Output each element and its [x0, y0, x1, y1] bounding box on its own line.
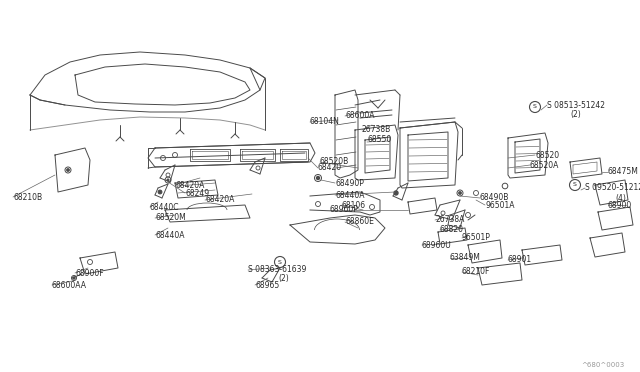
Text: 68249: 68249 [185, 189, 209, 198]
Text: S 08363-61639: S 08363-61639 [248, 266, 307, 275]
Text: 68440A: 68440A [335, 190, 365, 199]
Text: 68550: 68550 [368, 135, 392, 144]
Text: 68106: 68106 [342, 201, 366, 209]
Text: S 09520-51212: S 09520-51212 [585, 183, 640, 192]
Text: 68820: 68820 [440, 225, 464, 234]
Text: 68520A: 68520A [530, 160, 559, 170]
Text: 68520B: 68520B [320, 157, 349, 167]
Text: 26738B: 26738B [362, 125, 391, 135]
Text: 68490B: 68490B [480, 193, 509, 202]
Text: 26738A: 26738A [435, 215, 465, 224]
Text: 68900: 68900 [608, 201, 632, 209]
Text: 68520M: 68520M [155, 214, 186, 222]
Text: (2): (2) [570, 110, 580, 119]
Text: 68600A: 68600A [345, 112, 374, 121]
Circle shape [73, 277, 75, 279]
Text: S 08513-51242: S 08513-51242 [547, 100, 605, 109]
Text: 68440C: 68440C [150, 202, 179, 212]
Circle shape [459, 192, 461, 194]
Text: S: S [573, 183, 577, 187]
Circle shape [317, 176, 319, 180]
Text: 68900F: 68900F [75, 269, 104, 278]
Text: 68210F: 68210F [462, 267, 490, 276]
Text: ^680^0003: ^680^0003 [582, 362, 625, 368]
Text: 68960U: 68960U [422, 241, 452, 250]
Text: 68965: 68965 [255, 280, 279, 289]
Text: 68860E: 68860E [345, 218, 374, 227]
Text: 68490P: 68490P [335, 179, 364, 187]
Text: 68475M: 68475M [608, 167, 639, 176]
Text: 68600AA: 68600AA [52, 280, 87, 289]
Text: 96501P: 96501P [462, 234, 491, 243]
Text: (2): (2) [278, 273, 289, 282]
Text: 68104N: 68104N [310, 118, 340, 126]
Text: 96501A: 96501A [485, 201, 515, 209]
Text: 68440A: 68440A [155, 231, 184, 240]
Text: (4): (4) [615, 193, 626, 202]
Text: 68210B: 68210B [13, 192, 42, 202]
Text: S: S [278, 260, 282, 264]
Circle shape [167, 179, 169, 181]
Circle shape [394, 191, 398, 195]
Text: 63849M: 63849M [450, 253, 481, 263]
Text: 68420A: 68420A [175, 180, 204, 189]
Text: 68420A: 68420A [205, 196, 234, 205]
Text: 68960P: 68960P [330, 205, 359, 215]
Text: S: S [533, 105, 537, 109]
Text: 68520: 68520 [535, 151, 559, 160]
Text: 68901: 68901 [508, 256, 532, 264]
Circle shape [67, 169, 69, 171]
Text: 68420: 68420 [318, 164, 342, 173]
Circle shape [158, 190, 162, 194]
